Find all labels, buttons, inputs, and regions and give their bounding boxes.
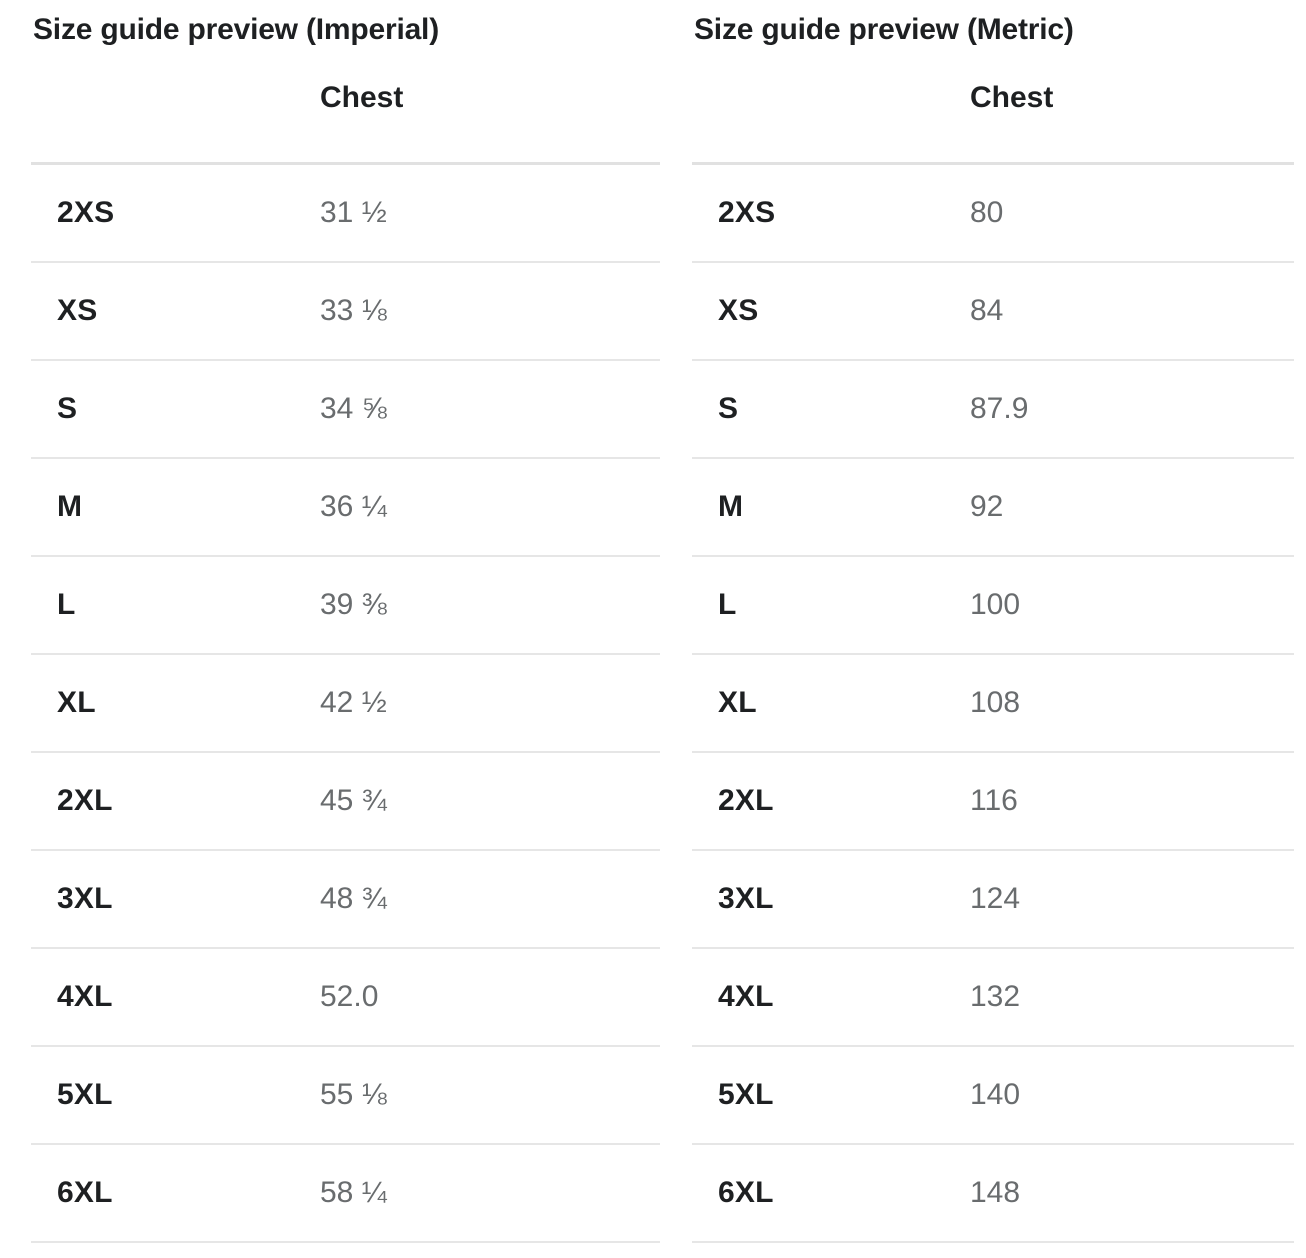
table-row: 6XL 148 bbox=[692, 1145, 1294, 1243]
chest-value: 92 bbox=[970, 490, 1004, 523]
table-row: 3XL 48 ¾ bbox=[31, 851, 660, 949]
table-row: 4XL 132 bbox=[692, 949, 1294, 1047]
imperial-panel-title: Size guide preview (Imperial) bbox=[33, 13, 439, 46]
metric-panel-title: Size guide preview (Metric) bbox=[694, 13, 1074, 46]
size-label: XS bbox=[57, 294, 98, 327]
chest-value: 42 ½ bbox=[320, 686, 387, 719]
size-label: S bbox=[718, 392, 739, 425]
chest-value: 34 ⅝ bbox=[320, 392, 387, 425]
size-label: S bbox=[57, 392, 78, 425]
chest-value: 132 bbox=[970, 980, 1021, 1013]
size-guide-metric-panel: Size guide preview (Metric) Chest 2XS 80… bbox=[692, 0, 1294, 1243]
size-label: 3XL bbox=[57, 882, 113, 915]
table-row: S 34 ⅝ bbox=[31, 361, 660, 459]
chest-value: 84 bbox=[970, 294, 1004, 327]
table-row: 2XS 80 bbox=[692, 165, 1294, 263]
chest-value: 148 bbox=[970, 1176, 1021, 1209]
size-label: L bbox=[57, 588, 76, 621]
chest-value: 31 ½ bbox=[320, 196, 387, 229]
table-row: 2XS 31 ½ bbox=[31, 165, 660, 263]
table-row: XS 33 ⅛ bbox=[31, 263, 660, 361]
metric-chest-column-header: Chest bbox=[970, 80, 1054, 114]
size-label: 2XL bbox=[57, 784, 113, 817]
size-label: 2XS bbox=[57, 196, 115, 229]
chest-value: 39 ⅜ bbox=[320, 588, 387, 621]
metric-table-header-row: Chest bbox=[692, 47, 1294, 165]
chest-value: 55 ⅛ bbox=[320, 1078, 387, 1111]
table-row: 2XL 116 bbox=[692, 753, 1294, 851]
size-label: 5XL bbox=[57, 1078, 113, 1111]
chest-value: 80 bbox=[970, 196, 1004, 229]
table-row: L 39 ⅜ bbox=[31, 557, 660, 655]
table-row: L 100 bbox=[692, 557, 1294, 655]
table-row: XL 108 bbox=[692, 655, 1294, 753]
chest-value: 116 bbox=[970, 784, 1018, 817]
table-row: M 92 bbox=[692, 459, 1294, 557]
chest-value: 58 ¼ bbox=[320, 1176, 387, 1209]
size-label: 3XL bbox=[718, 882, 774, 915]
chest-value: 33 ⅛ bbox=[320, 294, 387, 327]
chest-value: 52.0 bbox=[320, 980, 379, 1013]
table-row: 5XL 140 bbox=[692, 1047, 1294, 1145]
table-row: 4XL 52.0 bbox=[31, 949, 660, 1047]
table-row: XL 42 ½ bbox=[31, 655, 660, 753]
size-label: M bbox=[57, 490, 83, 523]
size-label: 2XS bbox=[718, 196, 776, 229]
size-label: M bbox=[718, 490, 744, 523]
chest-value: 140 bbox=[970, 1078, 1021, 1111]
size-label: 2XL bbox=[718, 784, 774, 817]
table-row: 2XL 45 ¾ bbox=[31, 753, 660, 851]
chest-value: 36 ¼ bbox=[320, 490, 387, 523]
chest-value: 100 bbox=[970, 588, 1021, 621]
chest-value: 108 bbox=[970, 686, 1021, 719]
size-label: XS bbox=[718, 294, 759, 327]
table-row: XS 84 bbox=[692, 263, 1294, 361]
chest-value: 48 ¾ bbox=[320, 882, 387, 915]
table-row: 6XL 58 ¼ bbox=[31, 1145, 660, 1243]
table-row: S 87.9 bbox=[692, 361, 1294, 459]
chest-value: 45 ¾ bbox=[320, 784, 387, 817]
size-label: XL bbox=[718, 686, 757, 719]
table-row: 3XL 124 bbox=[692, 851, 1294, 949]
imperial-table-header-row: Chest bbox=[31, 47, 660, 165]
size-label: 6XL bbox=[57, 1176, 113, 1209]
size-label: 4XL bbox=[718, 980, 774, 1013]
imperial-chest-column-header: Chest bbox=[320, 80, 404, 114]
size-guide-imperial-panel: Size guide preview (Imperial) Chest 2XS … bbox=[31, 0, 660, 1243]
size-label: XL bbox=[57, 686, 96, 719]
chest-value: 124 bbox=[970, 882, 1021, 915]
chest-value: 87.9 bbox=[970, 392, 1029, 425]
size-label: 4XL bbox=[57, 980, 113, 1013]
table-row: 5XL 55 ⅛ bbox=[31, 1047, 660, 1145]
size-label: L bbox=[718, 588, 737, 621]
table-row: M 36 ¼ bbox=[31, 459, 660, 557]
size-label: 5XL bbox=[718, 1078, 774, 1111]
size-label: 6XL bbox=[718, 1176, 774, 1209]
